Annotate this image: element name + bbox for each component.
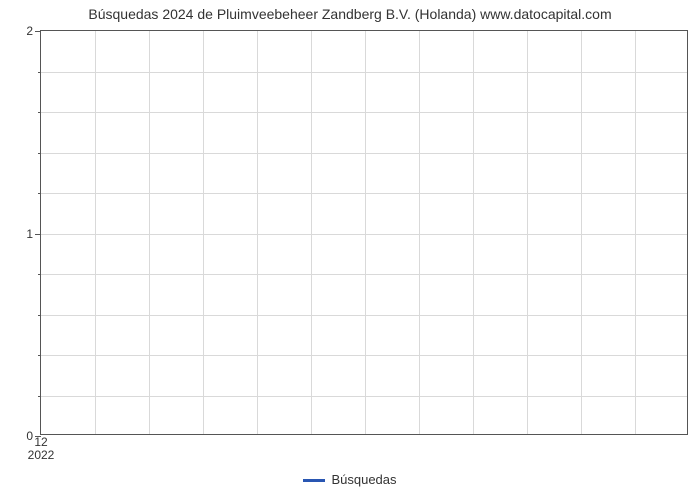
gridline-horizontal-minor — [41, 72, 687, 73]
y-tick-minor — [38, 193, 41, 194]
legend-item: Búsquedas — [303, 472, 396, 487]
gridline-horizontal-minor — [41, 274, 687, 275]
chart-container: Búsquedas 2024 de Pluimveebeheer Zandber… — [0, 0, 700, 500]
y-tick-major — [35, 234, 41, 235]
y-tick-minor — [38, 153, 41, 154]
y-tick-major — [35, 31, 41, 32]
chart-title: Búsquedas 2024 de Pluimveebeheer Zandber… — [0, 6, 700, 22]
y-tick-minor — [38, 274, 41, 275]
gridline-vertical — [419, 31, 420, 434]
gridline-vertical — [95, 31, 96, 434]
gridline-horizontal-minor — [41, 193, 687, 194]
gridline-horizontal-minor — [41, 355, 687, 356]
gridline-vertical — [149, 31, 150, 434]
gridline-horizontal-minor — [41, 315, 687, 316]
gridline-vertical — [635, 31, 636, 434]
gridline-horizontal-minor — [41, 112, 687, 113]
gridline-vertical — [473, 31, 474, 434]
gridline-vertical — [311, 31, 312, 434]
y-tick-minor — [38, 72, 41, 73]
gridline-horizontal-minor — [41, 153, 687, 154]
gridline-vertical — [257, 31, 258, 434]
y-tick-minor — [38, 396, 41, 397]
gridline-vertical — [203, 31, 204, 434]
x-axis-label: 122022 — [28, 436, 55, 462]
legend-label: Búsquedas — [331, 472, 396, 487]
y-tick-minor — [38, 112, 41, 113]
plot-area: 012122022 — [40, 30, 688, 435]
y-axis-label: 1 — [26, 227, 33, 241]
y-axis-label: 2 — [26, 24, 33, 38]
y-tick-minor — [38, 315, 41, 316]
y-tick-minor — [38, 355, 41, 356]
x-axis-label-year: 2022 — [28, 449, 55, 462]
gridline-horizontal-minor — [41, 396, 687, 397]
legend-line-swatch — [303, 479, 325, 482]
gridline-horizontal — [41, 234, 687, 235]
gridline-vertical — [581, 31, 582, 434]
legend: Búsquedas — [0, 471, 700, 487]
gridline-vertical — [365, 31, 366, 434]
gridline-vertical — [527, 31, 528, 434]
